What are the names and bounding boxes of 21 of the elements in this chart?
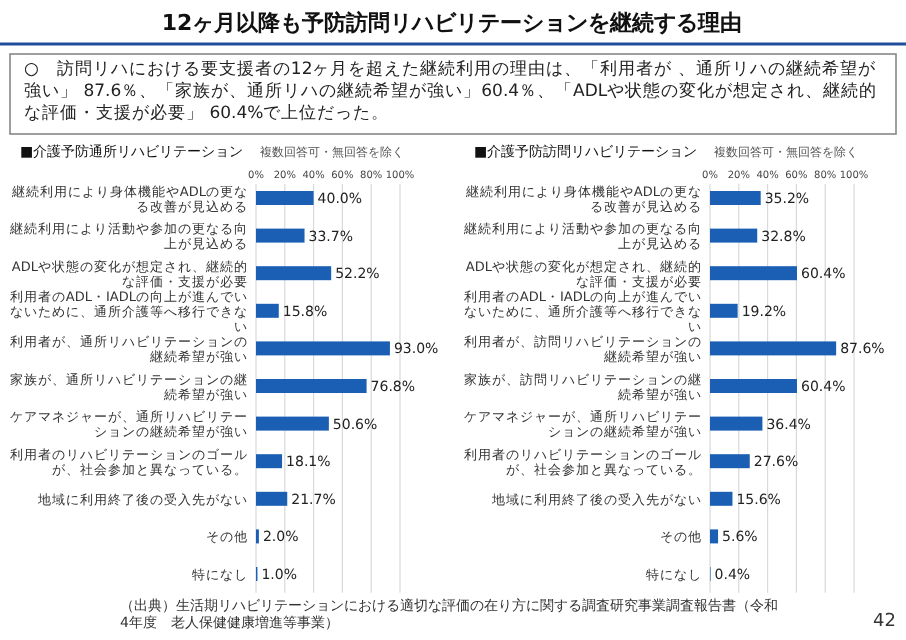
bar [256,491,288,506]
bar [256,228,305,243]
bar [256,454,283,469]
page-header: 12ヶ月以降も予防訪問リハビリテーションを継続する理由 ○ 訪問リハにおける要支援者の12ヶ月を超えた継続利用の理由は、「利用者が 、通所リハの継続希望が強い」 87.6％、「家族が、通所リハの継続希望が強い」60.4％、「ADLや状態の変化が想定され、継続的な評価・支援が必要」 60.4%で上位だった。 [0,10,906,135]
bar [710,379,797,393]
bar [710,454,750,469]
bar [710,228,758,243]
bar [256,379,367,393]
text: 42 [873,612,896,632]
bar [710,303,738,318]
bar [256,303,279,318]
bar [710,266,797,281]
bar [710,341,837,356]
bar [256,416,329,431]
bar [256,341,390,356]
bar [710,191,761,205]
bar [256,266,332,281]
bar [710,529,719,544]
bar [710,416,763,431]
bar [710,491,733,506]
bar [256,191,314,205]
